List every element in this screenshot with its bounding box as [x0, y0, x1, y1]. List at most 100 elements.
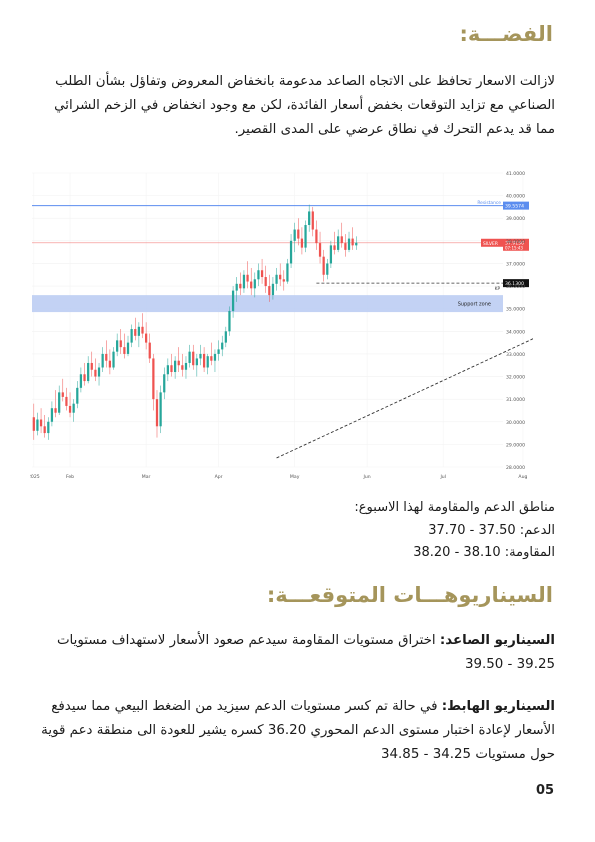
candle-body — [228, 310, 231, 332]
candle-body — [351, 238, 354, 246]
bearish-text: في حالة تم كسر مستويات الدعم سيزيد من ال… — [41, 699, 555, 762]
key-level-value: 36.1300 — [505, 281, 524, 287]
resistance-levels: المقاومة: 38.10 - 38.20 — [413, 545, 555, 560]
y-tick-label: 29.0000 — [506, 442, 525, 448]
candle-body — [43, 426, 46, 434]
candle-body — [318, 243, 322, 257]
candle-body — [199, 353, 202, 359]
candle-body — [264, 277, 267, 287]
candle-body — [289, 240, 293, 264]
resistance-price-label: 39.5574 — [505, 204, 524, 210]
support-zone-label: Support zone — [458, 302, 491, 308]
y-tick-label: 38.0000 — [506, 239, 525, 245]
y-tick-label: 34.0000 — [506, 329, 525, 335]
y-tick-label: 37.0000 — [506, 261, 525, 267]
candle-body — [275, 274, 278, 284]
candle-body — [87, 362, 90, 382]
scenarios-heading: السيناريوهـــات المتوقعـــة: — [266, 583, 553, 607]
x-tick-label: Aug — [518, 474, 527, 480]
y-tick-label: 40.0000 — [506, 194, 525, 200]
candle-body — [184, 362, 188, 370]
y-tick-label: 28.0000 — [506, 465, 525, 471]
candle-body — [54, 408, 57, 413]
resistance-price-tag — [503, 201, 529, 210]
candle-body — [271, 283, 275, 296]
candle-body — [101, 353, 104, 368]
candle-body — [297, 229, 300, 239]
candle-body — [221, 342, 224, 350]
candle-body — [282, 279, 285, 282]
x-tick-label: Mar — [142, 474, 151, 480]
candle-body — [326, 263, 329, 275]
candle-body — [50, 408, 54, 422]
candle-body — [304, 225, 307, 248]
candle-body — [202, 353, 206, 368]
candle-body — [206, 356, 209, 368]
candle-body — [217, 349, 220, 354]
candle-body — [159, 392, 162, 427]
candle-body — [300, 238, 304, 248]
candle-body — [94, 369, 97, 377]
candle-body — [137, 326, 141, 336]
candles — [32, 204, 358, 440]
bullish-text: اختراق مستويات المقاومة سيدعم صعود الأسع… — [56, 633, 555, 672]
silver-heading: الفضـــة: — [459, 22, 553, 46]
candle-body — [337, 236, 340, 250]
y-tick-label: 33.0000 — [506, 352, 525, 358]
y-tick-label: 41.0000 — [506, 171, 525, 177]
candle-body — [333, 245, 336, 250]
candle-body — [39, 419, 43, 427]
candle-body — [155, 399, 159, 427]
candle-body — [97, 367, 101, 377]
candle-body — [242, 274, 246, 289]
candle-body — [126, 342, 130, 354]
y-axis: 41.0000 40.0000 39.0000 38.0000 37.0000 36.00… — [506, 171, 525, 471]
intro-paragraph: لازالت الاسعار تحافظ على الاتجاه الصاعد … — [54, 74, 555, 137]
candle-body — [231, 290, 235, 311]
candle-body — [65, 396, 68, 406]
candle-body — [105, 353, 108, 361]
candle-body — [166, 365, 169, 375]
candle-body — [58, 392, 61, 413]
candle-body — [61, 392, 64, 397]
candle-body — [347, 238, 351, 250]
current-price-sub: 07:15:43 — [505, 245, 523, 250]
y-tick-label: 35.0000 — [506, 307, 525, 313]
candle-body — [355, 242, 358, 246]
candle-body — [322, 256, 325, 275]
current-price-label: 37.9150 — [505, 240, 524, 246]
candle-body — [268, 286, 271, 296]
candle-body — [239, 283, 242, 289]
y-tick-label: 30.0000 — [506, 420, 525, 426]
candle-body — [260, 270, 264, 278]
candle-body — [257, 270, 260, 280]
candle-body — [340, 236, 343, 244]
bullish-label: السيناريو الصاعد: — [439, 633, 555, 648]
candle-body — [173, 360, 177, 373]
candle-body — [76, 387, 79, 404]
key-level-label: KP — [495, 286, 501, 291]
candle-body — [195, 358, 198, 366]
candle-body — [108, 360, 112, 368]
candle-body — [177, 360, 180, 366]
candle-body — [311, 211, 314, 230]
candle-body — [134, 329, 137, 336]
candle-body — [119, 340, 122, 348]
candle-body — [293, 229, 296, 241]
support-zone — [32, 295, 503, 313]
candle-body — [68, 405, 72, 413]
candle-body — [315, 229, 318, 244]
candle-body — [47, 421, 50, 434]
current-symbol-tag — [481, 238, 503, 247]
chart-labels: Support zone Resistance 39.5574 SILVER 37.91… — [458, 200, 529, 308]
candle-body — [279, 274, 282, 280]
candle-body — [224, 331, 227, 343]
support-levels: الدعم: 37.50 - 37.70 — [428, 522, 555, 538]
x-tick-label: 2025 — [30, 474, 40, 480]
x-tick-label: May — [290, 474, 300, 480]
y-tick-label: 32.0000 — [506, 375, 525, 381]
candle-body — [213, 353, 217, 361]
key-level-tag — [503, 279, 529, 288]
current-symbol-label: SILVER — [483, 241, 498, 247]
y-tick-label: 31.0000 — [506, 397, 525, 403]
